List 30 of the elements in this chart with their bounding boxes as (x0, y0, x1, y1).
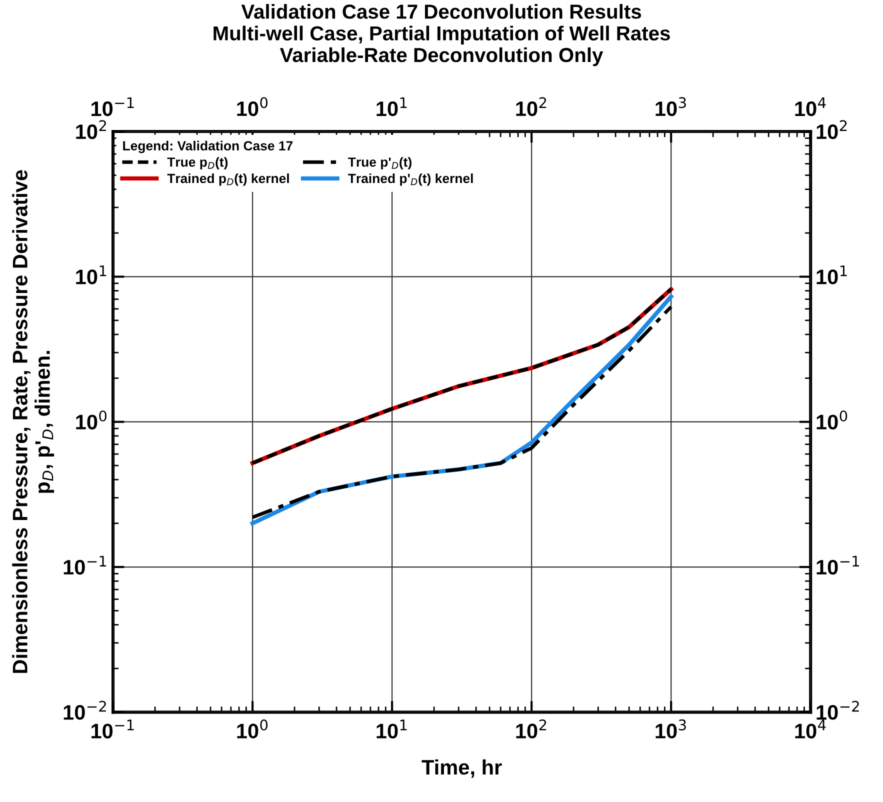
text: 10$^{1}$ (76, 265, 106, 284)
y-tick-label: 10$^{−2}$ (816, 700, 859, 720)
text: 10$^{0}$ (76, 410, 107, 430)
x-tick-label: 10$^{1}$ (376, 720, 407, 738)
y-tick-label: 10$^{0}$ (816, 410, 848, 430)
text: 10$^{2}$ (516, 97, 546, 116)
text: 10$^{−1}$ (92, 97, 134, 116)
y-tick-label: 10$^{2}$ (816, 120, 847, 140)
y-tick-label: 10$^{−1}$ (816, 556, 859, 575)
text: 10$^{−2}$ (64, 700, 106, 720)
x-tick-label: 10$^{2}$ (516, 719, 546, 738)
x-tick-label: 10$^{4}$ (795, 720, 826, 738)
text: 10$^{0}$ (237, 97, 268, 116)
x-tick-label: 10$^{3}$ (656, 719, 686, 738)
legend-label: True p$_{D}$(t) (167, 157, 228, 170)
legend-title: Legend: Validation Case 17 (123, 140, 293, 154)
y-axis-title: Dimensionless Pressure, Rate, Pressure Derivative p$_{D}$, p'$_{D}$, dimen. (12, 170, 54, 673)
text: 10$^{−1}$ (64, 556, 106, 575)
text: 10$^{4}$ (795, 97, 826, 116)
text: 10$^{2}$ (76, 120, 106, 140)
x-tick-label: 10$^{−1}$ (92, 720, 134, 738)
legend-label: True p'$_{D}$(t) (348, 157, 412, 170)
text: 10$^{1}$ (376, 97, 407, 116)
x-axis-title: Time, hr (422, 759, 502, 778)
y-tick-label: 10$^{1}$ (816, 265, 847, 284)
text: 10$^{3}$ (656, 97, 686, 116)
x-tick-label: 10$^{0}$ (237, 719, 268, 738)
chart-title: Validation Case 17 Deconvolution Results Multi-well Case, Partial Imputation of Well Rates Variable-Rate Deconvolution Only (214, 4, 670, 66)
legend-label: Trained p'$_{D}$(t) kernel (348, 173, 473, 186)
legend-label: Trained p$_{D}$(t) kernel (167, 173, 289, 186)
